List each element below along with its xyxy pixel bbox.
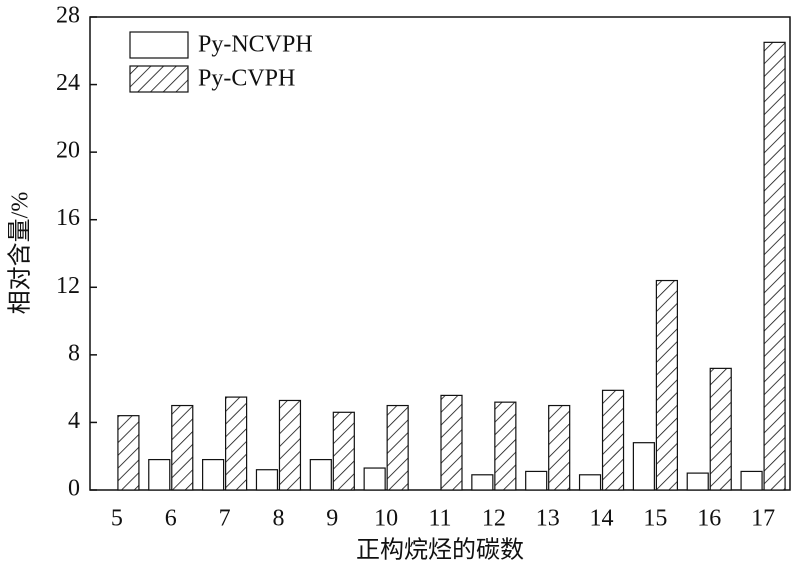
x-tick-label: 7 bbox=[219, 506, 231, 532]
bar bbox=[440, 394, 463, 491]
legend-swatch bbox=[129, 65, 189, 93]
x-tick-label: 15 bbox=[643, 506, 667, 532]
y-tick-label: 4 bbox=[68, 408, 80, 434]
y-tick-label: 0 bbox=[68, 476, 80, 502]
bar bbox=[525, 470, 548, 491]
x-tick-label: 16 bbox=[697, 506, 721, 532]
y-tick-label: 28 bbox=[56, 3, 80, 29]
y-tick-label: 16 bbox=[56, 205, 80, 231]
bar bbox=[309, 458, 332, 491]
x-tick-label: 8 bbox=[272, 506, 284, 532]
bar bbox=[255, 469, 279, 491]
bar bbox=[686, 472, 709, 491]
x-tick-label: 12 bbox=[482, 506, 506, 532]
y-tick-label: 20 bbox=[56, 138, 80, 164]
plot-frame bbox=[89, 16, 791, 491]
y-tick-label: 12 bbox=[56, 273, 80, 299]
x-tick-label: 9 bbox=[326, 506, 338, 532]
bar bbox=[386, 404, 409, 491]
y-tick-label: 8 bbox=[68, 340, 80, 366]
bar bbox=[471, 474, 494, 491]
bar bbox=[494, 401, 517, 491]
y-axis-label: 相对含量/% bbox=[7, 192, 34, 315]
legend-label: Py-NCVPH bbox=[198, 32, 313, 58]
bar bbox=[117, 415, 140, 491]
bar bbox=[225, 396, 248, 491]
x-tick-label: 11 bbox=[428, 506, 451, 532]
x-axis-label: 正构烷烃的碳数 bbox=[356, 537, 524, 564]
bar bbox=[278, 399, 302, 491]
x-tick-label: 5 bbox=[111, 506, 123, 532]
bar bbox=[740, 470, 763, 491]
bar bbox=[632, 442, 655, 491]
bar bbox=[709, 367, 732, 491]
bar bbox=[655, 279, 678, 491]
bar bbox=[171, 404, 194, 491]
x-tick-label: 14 bbox=[590, 506, 614, 532]
y-tick-label: 24 bbox=[56, 70, 80, 96]
legend-label: Py-CVPH bbox=[198, 66, 295, 92]
bar bbox=[763, 41, 786, 491]
bar bbox=[332, 411, 355, 491]
x-tick-label: 10 bbox=[374, 506, 398, 532]
bar bbox=[601, 389, 625, 491]
x-tick-label: 6 bbox=[165, 506, 177, 532]
bar bbox=[202, 458, 225, 491]
legend-swatch bbox=[129, 31, 189, 59]
bar bbox=[548, 404, 571, 491]
x-tick-label: 13 bbox=[536, 506, 560, 532]
bar bbox=[148, 458, 171, 491]
bar bbox=[578, 474, 602, 491]
bar bbox=[363, 467, 386, 491]
x-tick-label: 17 bbox=[751, 506, 775, 532]
